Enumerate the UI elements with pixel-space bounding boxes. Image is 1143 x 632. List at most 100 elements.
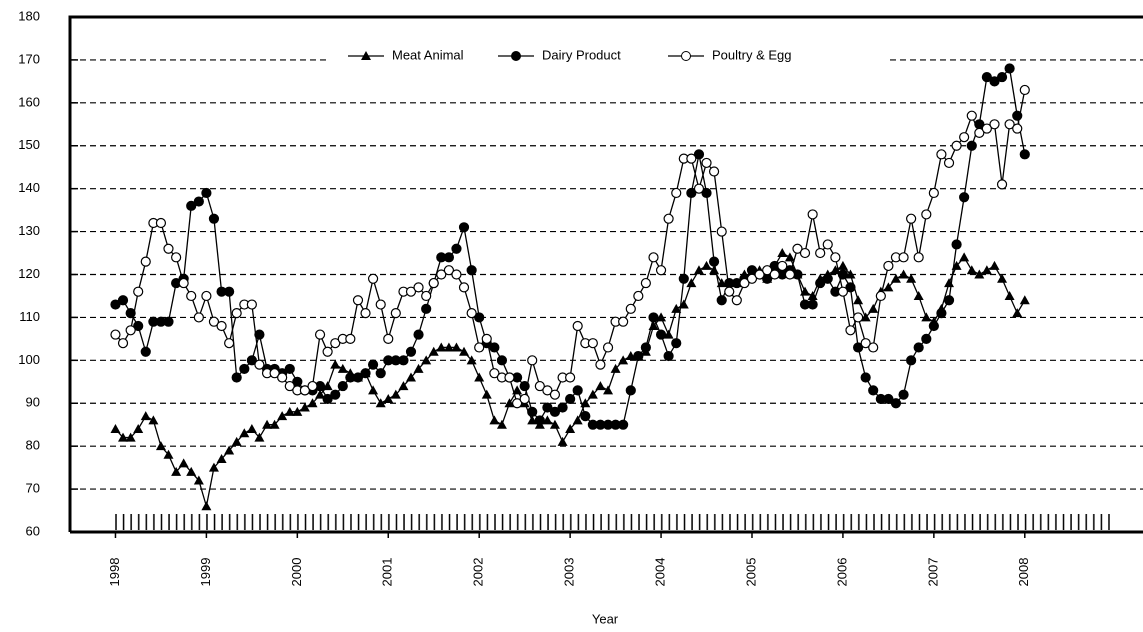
- marker: [762, 265, 773, 276]
- marker: [246, 424, 257, 433]
- marker: [595, 359, 606, 370]
- marker: [906, 273, 917, 283]
- marker: [148, 415, 159, 425]
- marker: [678, 299, 689, 309]
- marker: [254, 329, 265, 340]
- marker: [163, 243, 174, 254]
- marker: [284, 363, 295, 375]
- marker: [299, 402, 310, 412]
- marker: [549, 406, 561, 417]
- y-tick-label: 130: [18, 223, 40, 238]
- marker: [292, 406, 303, 416]
- marker: [451, 269, 462, 280]
- marker: [959, 252, 970, 262]
- marker: [708, 256, 720, 267]
- marker: [216, 454, 227, 464]
- y-tick-label: 180: [18, 8, 40, 23]
- marker: [868, 303, 879, 313]
- marker: [951, 239, 962, 250]
- marker: [784, 252, 795, 262]
- marker: [421, 355, 432, 365]
- marker: [883, 260, 894, 272]
- marker: [474, 372, 485, 382]
- marker: [133, 320, 144, 332]
- marker: [489, 415, 500, 425]
- marker: [890, 273, 901, 283]
- marker: [693, 149, 705, 160]
- marker: [231, 308, 242, 319]
- marker: [777, 248, 788, 258]
- marker: [989, 76, 1000, 87]
- marker: [186, 466, 197, 476]
- marker: [959, 132, 970, 143]
- marker: [913, 342, 924, 353]
- marker: [868, 385, 879, 396]
- marker: [996, 179, 1008, 190]
- marker: [398, 355, 409, 366]
- marker: [489, 342, 500, 353]
- marker: [807, 299, 818, 310]
- marker: [549, 419, 560, 429]
- marker: [981, 71, 992, 83]
- marker: [845, 269, 856, 279]
- marker: [1012, 123, 1023, 134]
- marker: [299, 385, 310, 396]
- x-tick-label: 2004: [652, 558, 667, 587]
- marker: [663, 213, 674, 224]
- marker: [451, 342, 462, 352]
- marker: [966, 140, 977, 151]
- marker: [337, 380, 348, 392]
- marker: [383, 393, 394, 403]
- marker: [618, 316, 629, 327]
- marker: [618, 355, 629, 365]
- marker: [769, 269, 780, 280]
- marker: [860, 372, 871, 383]
- marker: [739, 277, 750, 289]
- marker: [140, 411, 151, 421]
- marker: [860, 312, 871, 322]
- marker: [413, 282, 424, 293]
- marker: [853, 312, 864, 323]
- legend: Meat Animal Dairy Product Poultry & Egg: [328, 38, 888, 74]
- legend-box: [328, 38, 888, 74]
- marker: [504, 398, 515, 408]
- marker: [527, 406, 538, 417]
- marker: [792, 243, 803, 254]
- x-tick-label: 2005: [743, 558, 758, 587]
- marker: [860, 338, 871, 349]
- marker: [542, 385, 553, 396]
- marker: [466, 355, 477, 365]
- marker: [140, 346, 151, 357]
- marker: [436, 269, 447, 280]
- marker: [943, 157, 955, 169]
- marker: [337, 363, 348, 373]
- marker: [367, 273, 379, 284]
- marker: [284, 380, 295, 392]
- y-tick-label: 140: [18, 180, 40, 195]
- marker: [436, 342, 447, 352]
- marker: [837, 269, 849, 280]
- marker: [171, 252, 182, 263]
- marker: [527, 355, 538, 366]
- marker: [921, 312, 932, 322]
- marker: [784, 269, 796, 280]
- marker: [443, 252, 455, 263]
- marker: [655, 265, 667, 276]
- marker: [208, 316, 220, 327]
- marker: [413, 363, 424, 373]
- marker: [163, 316, 174, 327]
- marker: [390, 308, 401, 319]
- marker: [989, 260, 1000, 270]
- marker: [534, 380, 545, 392]
- marker: [277, 411, 288, 421]
- marker: [269, 368, 280, 379]
- x-tick-label: 2002: [471, 558, 486, 587]
- marker: [224, 338, 235, 349]
- marker: [951, 140, 962, 151]
- marker: [307, 380, 318, 392]
- marker: [777, 260, 788, 272]
- marker: [421, 303, 432, 314]
- marker: [224, 286, 235, 297]
- marker: [580, 411, 591, 422]
- marker: [686, 278, 697, 288]
